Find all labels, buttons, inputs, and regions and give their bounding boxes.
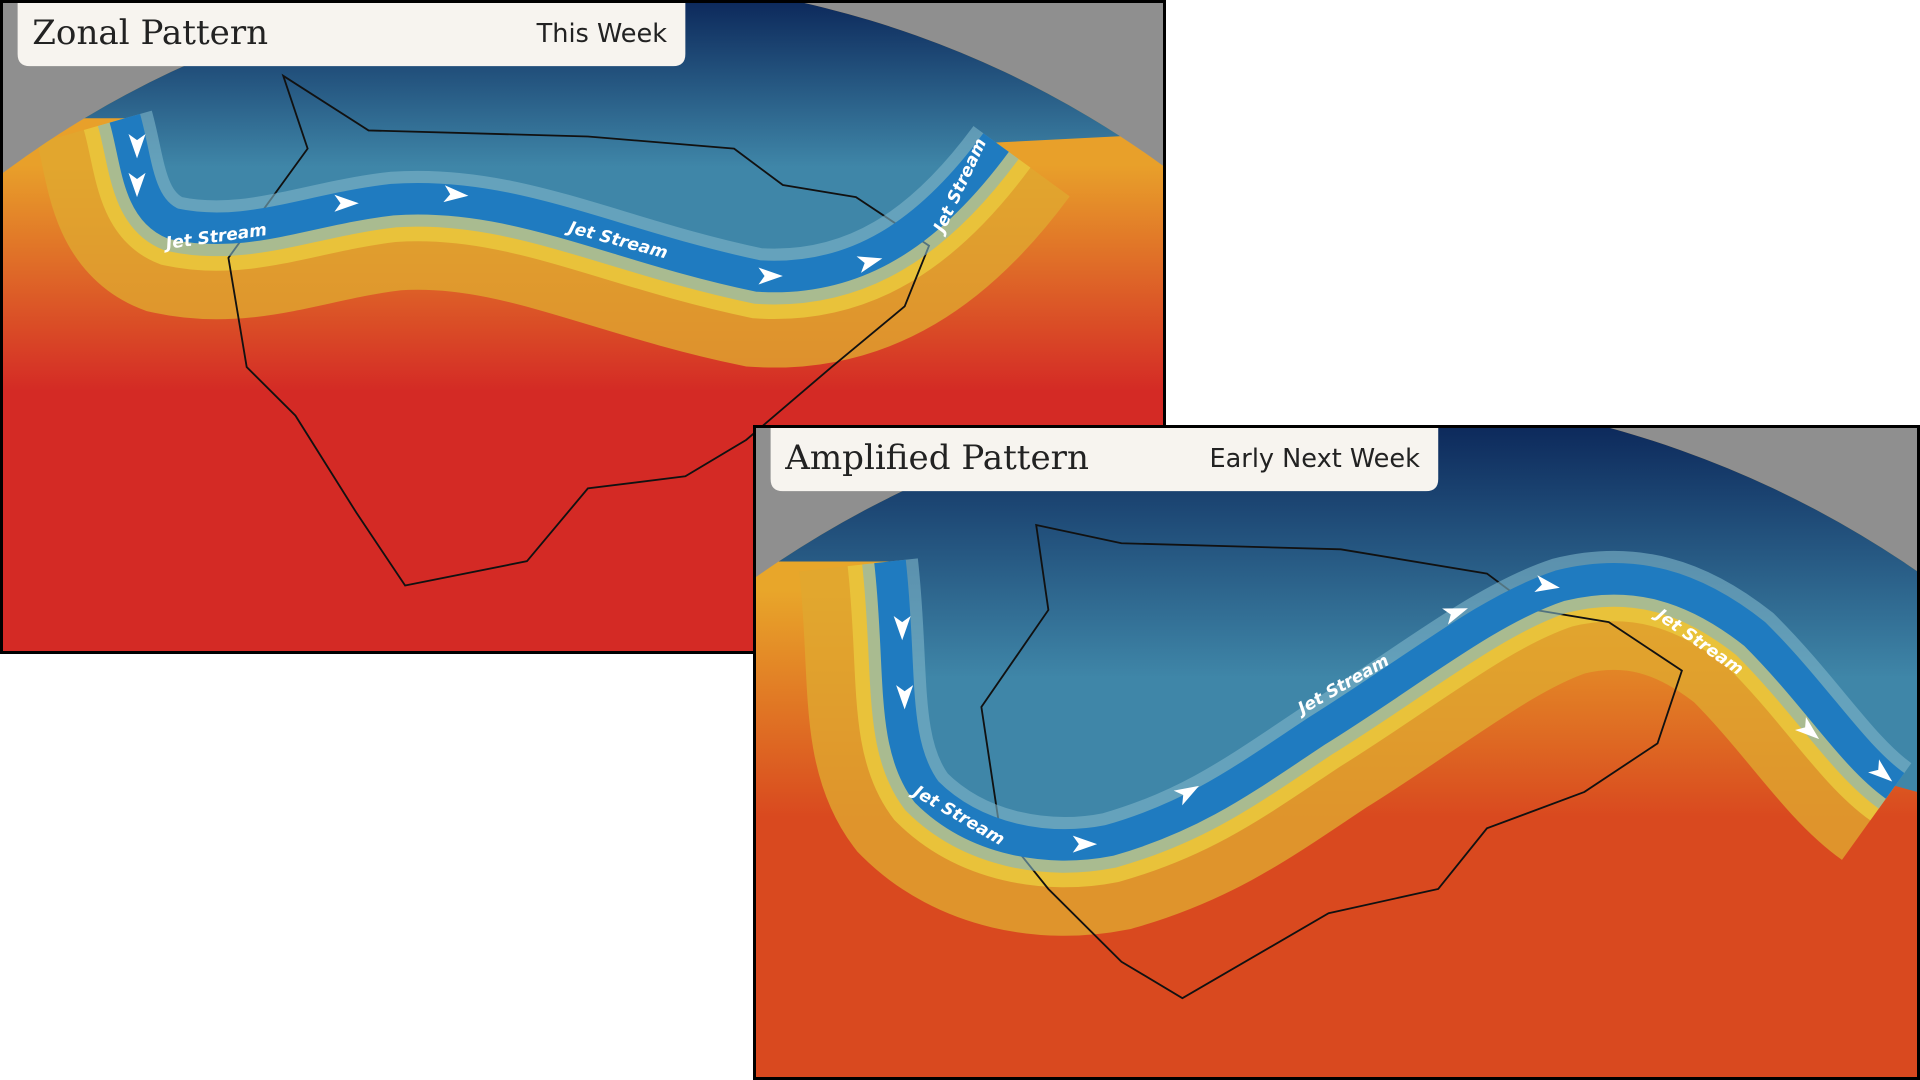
panel-timeframe: This Week [536, 19, 668, 49]
jet-arrow [128, 172, 146, 198]
jet-arrow [856, 256, 883, 273]
jet-arrow [128, 134, 146, 159]
map-panel: Jet Stream Jet Stream Jet Stream Amplified … [753, 425, 1920, 1080]
title-box [17, 3, 686, 67]
jet-stream [874, 559, 1905, 861]
jet-arrow [1072, 835, 1098, 853]
land-outline [227, 73, 931, 587]
jet-arrow [893, 616, 911, 641]
jet-arrow [758, 267, 783, 285]
panel-timeframe: Early Next Week [1209, 444, 1420, 474]
panel-title: Amplified Pattern [784, 438, 1089, 478]
jet-arrow [443, 185, 469, 203]
jet-arrow [334, 194, 359, 212]
cold-air [756, 428, 1917, 845]
jet-arrow [1442, 608, 1468, 625]
jet-arrow [896, 685, 914, 710]
jet-arrow [1173, 785, 1200, 806]
jet-stream [109, 113, 1009, 293]
jet-arrow [1534, 575, 1560, 592]
title-box [770, 428, 1439, 492]
panel-title: Zonal Pattern [32, 13, 268, 53]
jet-arrow [1794, 716, 1820, 740]
jet-arrow [1868, 759, 1893, 782]
